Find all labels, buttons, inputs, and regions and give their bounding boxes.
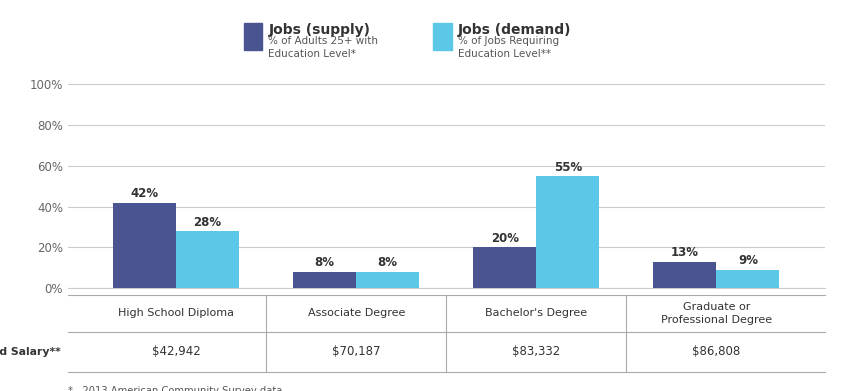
Text: $42,942: $42,942 — [151, 345, 201, 358]
Text: $83,332: $83,332 — [513, 345, 560, 358]
Text: % of Jobs Requiring
Education Level**: % of Jobs Requiring Education Level** — [457, 36, 558, 59]
Text: % of Adults 25+ with
Education Level*: % of Adults 25+ with Education Level* — [269, 36, 378, 59]
Bar — [433, 23, 451, 50]
Text: $70,187: $70,187 — [332, 345, 381, 358]
Text: 42%: 42% — [131, 187, 159, 200]
Bar — [717, 270, 779, 288]
Bar — [473, 248, 536, 288]
Text: $86,808: $86,808 — [692, 345, 740, 358]
Text: *   2013 American Community Survey data.: * 2013 American Community Survey data. — [68, 386, 286, 391]
Text: 8%: 8% — [314, 256, 335, 269]
Bar — [356, 272, 419, 288]
Text: Graduate or
Professional Degree: Graduate or Professional Degree — [660, 302, 772, 325]
Text: 20%: 20% — [490, 232, 518, 245]
Bar — [536, 176, 599, 288]
Bar — [243, 23, 263, 50]
Text: High School Diploma: High School Diploma — [118, 308, 234, 318]
Text: 9%: 9% — [738, 254, 758, 267]
Text: Jobs (supply): Jobs (supply) — [269, 23, 371, 37]
Bar — [654, 262, 717, 288]
Text: 55%: 55% — [553, 161, 582, 174]
Text: Avg. Advertised Salary**: Avg. Advertised Salary** — [0, 347, 60, 357]
Text: Associate Degree: Associate Degree — [308, 308, 405, 318]
Text: Jobs (demand): Jobs (demand) — [457, 23, 571, 37]
Bar — [293, 272, 356, 288]
Bar — [113, 203, 176, 288]
Text: 13%: 13% — [671, 246, 699, 259]
Bar — [176, 231, 239, 288]
Text: Bachelor's Degree: Bachelor's Degree — [485, 308, 587, 318]
Text: 28%: 28% — [194, 215, 222, 229]
Text: 8%: 8% — [377, 256, 398, 269]
